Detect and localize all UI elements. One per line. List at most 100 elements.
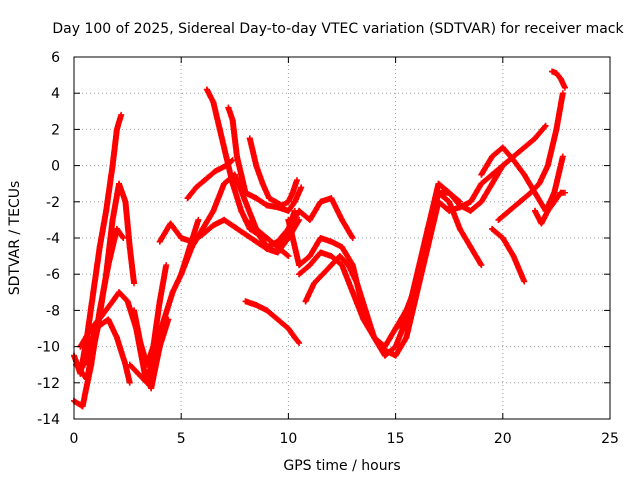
data-point xyxy=(544,162,551,169)
data-point xyxy=(109,216,116,223)
data-point xyxy=(296,339,303,346)
data-point xyxy=(435,180,442,187)
data-point xyxy=(446,207,453,214)
data-point xyxy=(199,225,206,232)
data-point xyxy=(103,271,110,278)
tick-labels: 0 5 10 15 20 25 -14 -12 -10 -8 -6 -4 -2 0 2 4 6 xyxy=(37,50,619,447)
data-point xyxy=(435,198,442,205)
data-point xyxy=(113,225,120,232)
data-point xyxy=(178,235,185,241)
data-point xyxy=(478,198,485,205)
data-point xyxy=(354,280,361,287)
data-point xyxy=(349,289,356,296)
data-point xyxy=(557,75,564,82)
data-point xyxy=(467,244,474,251)
data-point xyxy=(79,403,86,410)
y-tick-label: 2 xyxy=(51,122,60,138)
data-point xyxy=(126,379,133,386)
data-point xyxy=(242,298,249,305)
series-segment-marks xyxy=(156,263,169,305)
data-point xyxy=(253,225,260,232)
data-point xyxy=(90,289,97,296)
series-segment-marks xyxy=(210,99,223,131)
data-point xyxy=(296,262,303,269)
data-point xyxy=(414,280,421,287)
data-point xyxy=(210,99,217,106)
series-segment-marks xyxy=(553,91,566,133)
data-point xyxy=(478,171,485,178)
series-segment-marks xyxy=(90,245,103,296)
data-point xyxy=(317,198,324,205)
data-point xyxy=(362,307,369,314)
y-tick-label: 6 xyxy=(51,50,60,66)
data-point xyxy=(306,216,313,223)
series-track-15 xyxy=(242,298,303,346)
data-point xyxy=(81,361,88,368)
data-point xyxy=(103,207,110,214)
data-point xyxy=(201,177,208,184)
series-track-24 xyxy=(531,189,568,227)
data-point xyxy=(92,325,99,332)
data-point xyxy=(328,253,335,260)
data-point xyxy=(246,135,253,142)
data-point xyxy=(544,207,551,214)
data-point xyxy=(403,334,410,341)
data-point xyxy=(446,198,453,205)
data-point xyxy=(221,180,228,187)
data-point xyxy=(169,289,176,296)
data-point xyxy=(131,307,138,314)
data-point xyxy=(131,280,138,287)
y-tick-label: -10 xyxy=(37,340,60,356)
y-tick-label: -4 xyxy=(46,231,60,247)
data-point xyxy=(120,235,127,241)
series-segment-marks xyxy=(246,135,259,168)
data-point xyxy=(98,312,105,319)
data-point xyxy=(296,271,303,278)
series-track-13 xyxy=(242,195,356,256)
data-point xyxy=(221,216,228,223)
data-point xyxy=(319,271,326,278)
data-point xyxy=(124,298,131,305)
data-point xyxy=(116,180,123,187)
data-point xyxy=(225,104,232,111)
data-point xyxy=(527,189,534,196)
data-point xyxy=(259,180,266,187)
data-point xyxy=(291,334,298,341)
data-point xyxy=(542,122,549,129)
x-axis-title: GPS time / hours xyxy=(283,458,400,474)
series-track-19 xyxy=(392,162,506,332)
x-tick-label: 25 xyxy=(601,431,619,447)
data-point xyxy=(506,207,513,214)
series-segment-marks xyxy=(122,198,133,249)
series-track-1 xyxy=(71,111,125,377)
data-point xyxy=(263,307,270,314)
data-point xyxy=(489,153,496,160)
x-tick-label: 0 xyxy=(70,431,79,447)
data-point xyxy=(193,184,200,191)
data-point xyxy=(553,70,560,77)
series-layer xyxy=(71,68,568,410)
data-point xyxy=(536,180,543,187)
data-point xyxy=(203,86,210,93)
y-tick-label: -12 xyxy=(37,376,60,392)
series-track-23 xyxy=(495,90,566,223)
data-point xyxy=(296,207,303,214)
data-point xyxy=(242,231,249,238)
data-point xyxy=(317,249,324,256)
ticks xyxy=(73,56,611,420)
data-point xyxy=(285,216,292,223)
data-point xyxy=(109,298,116,305)
data-point xyxy=(285,207,292,214)
series-segment-marks xyxy=(551,155,566,196)
data-point xyxy=(178,271,185,278)
data-point xyxy=(510,157,517,164)
data-point xyxy=(478,180,485,187)
series-track-12 xyxy=(225,104,305,214)
data-point xyxy=(272,198,279,205)
data-point xyxy=(253,195,260,202)
data-point xyxy=(521,278,528,285)
data-point xyxy=(184,195,191,202)
data-point xyxy=(553,126,560,133)
data-point xyxy=(306,262,313,269)
